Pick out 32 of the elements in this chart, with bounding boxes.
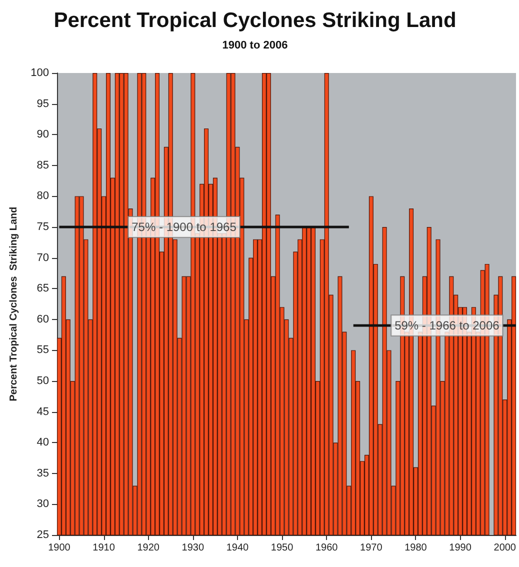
chart-title: Percent Tropical Cyclones Striking Land [54,9,456,32]
x-tick-label: 1960 [315,542,338,554]
x-tick-label: 1990 [449,542,472,554]
x-tick-label: 1940 [226,542,250,554]
y-tick-label: 70 [36,252,49,264]
x-tick-label: 1950 [270,542,294,554]
y-tick-label: 35 [36,467,49,480]
x-tick-label: 1910 [92,542,116,554]
x-tick-label: 1900 [48,542,71,554]
x-tick-label: 1920 [137,542,160,554]
y-tick-label: 55 [36,344,49,356]
y-tick-label: 85 [36,159,49,172]
y-tick-label: 40 [36,436,49,449]
x-tick-label: 1930 [182,542,204,554]
y-tick-label: 60 [36,313,49,326]
y-tick-label: 90 [36,128,49,141]
annotation: 75% - 1900 to 1965 [132,220,237,234]
y-tick-label: 75 [36,221,49,233]
y-tick-label: 95 [36,98,49,110]
y-tick-label: 25 [36,529,49,541]
annotation: 59% - 1966 to 2006 [394,318,500,333]
y-tick-label: 45 [36,406,49,418]
y-tick-label: 50 [36,375,49,387]
y-tick-label: 30 [36,498,49,510]
y-tick-label: 80 [36,190,49,202]
chart-subtitle: 1900 to 2006 [222,40,288,52]
x-tick-label: 2000 [494,542,516,554]
x-tick-label: 1970 [360,542,383,554]
x-tick-label: 1980 [404,542,428,554]
y-tick-label: 100 [30,67,49,79]
y-axis-title: Percent Tropical Cyclones Striking Land [8,206,20,402]
y-tick-label: 65 [36,282,49,295]
